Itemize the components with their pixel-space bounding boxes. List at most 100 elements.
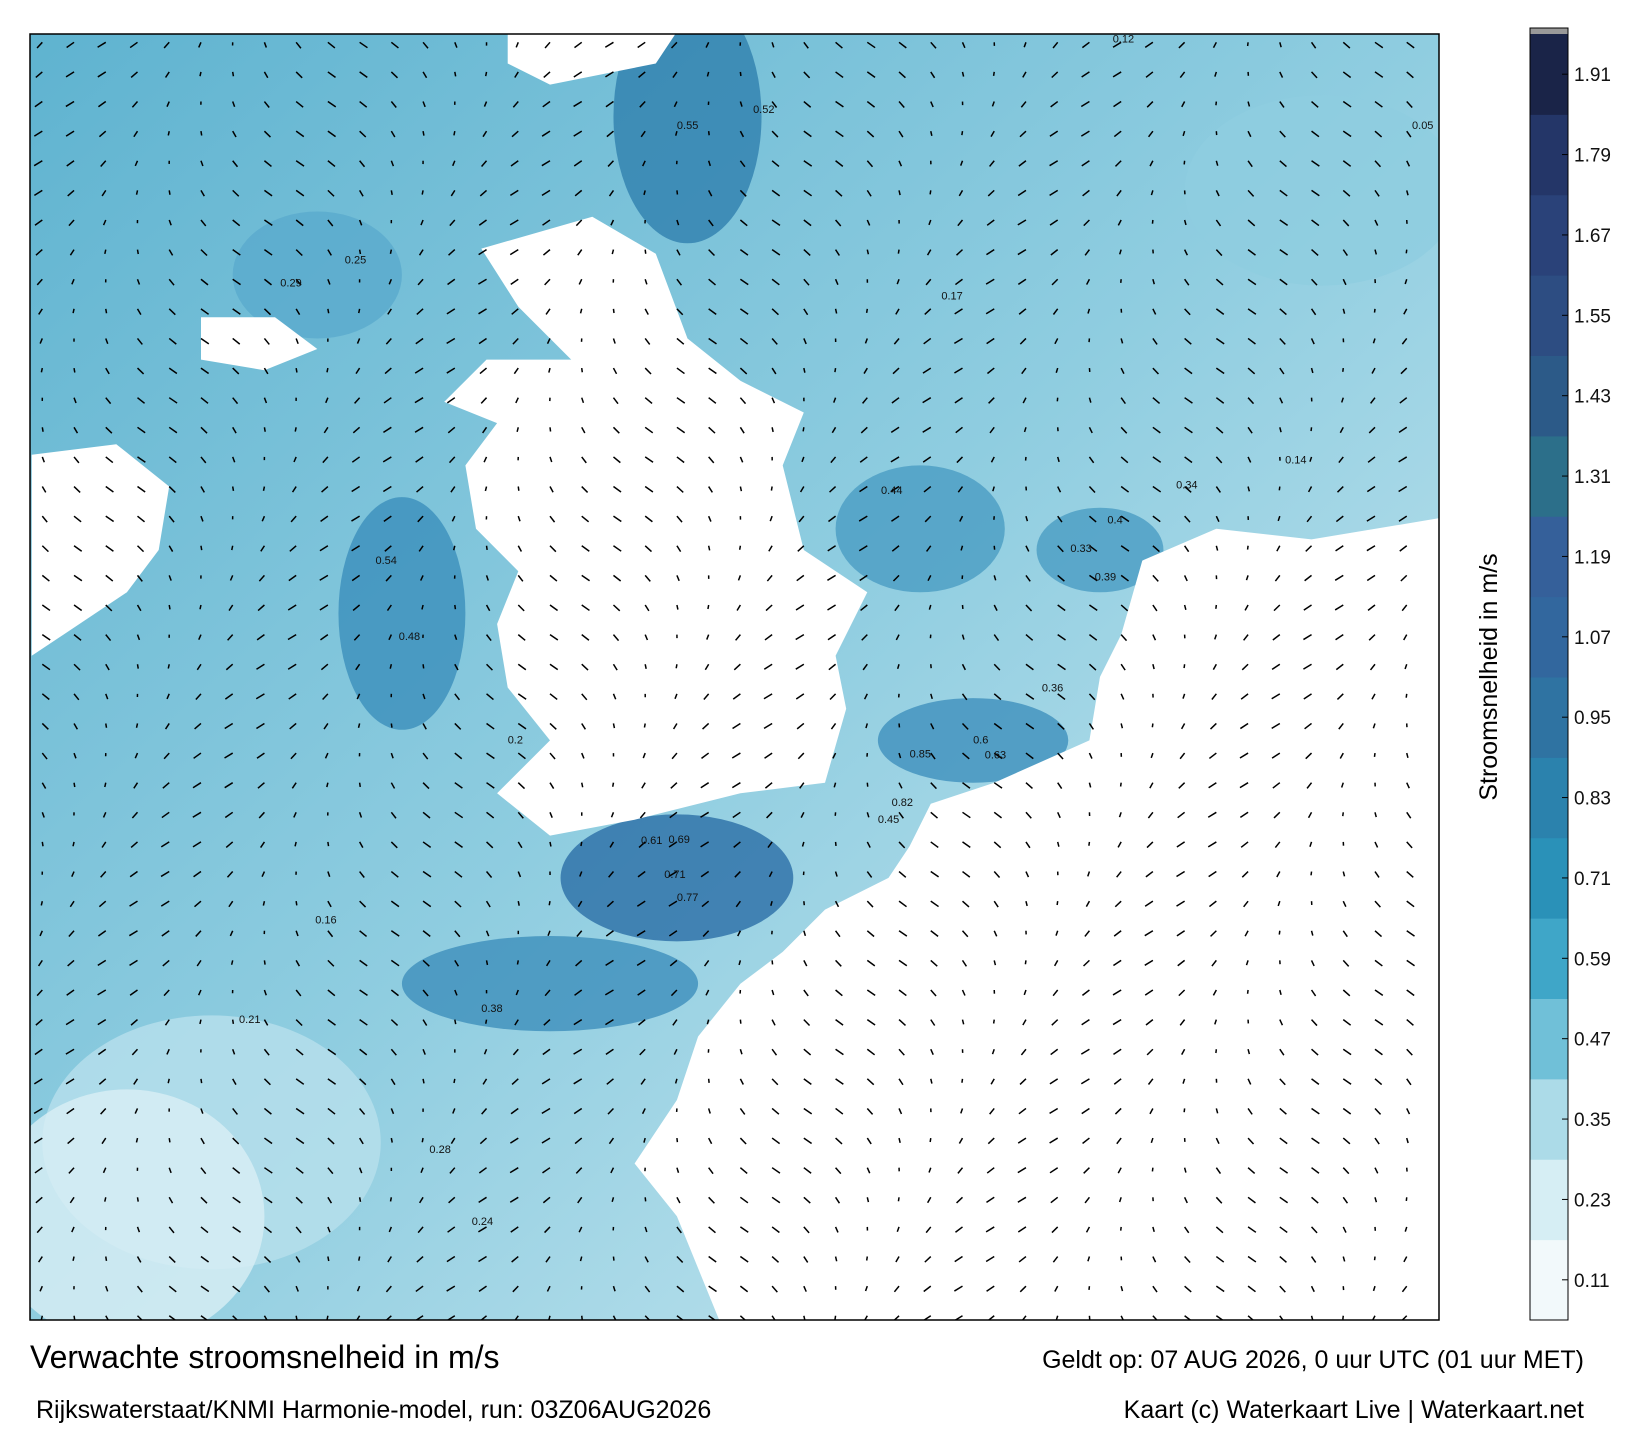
current-arrow bbox=[135, 723, 139, 728]
current-arrow bbox=[575, 959, 583, 967]
current-arrow bbox=[734, 871, 741, 878]
current-arrow bbox=[454, 870, 463, 878]
current-arrow bbox=[104, 249, 107, 255]
current-arrow bbox=[105, 456, 114, 464]
current-arrow bbox=[1245, 960, 1249, 966]
current-arrow bbox=[512, 337, 519, 345]
current-arrow bbox=[898, 841, 906, 849]
colorbar-band bbox=[1530, 1239, 1568, 1321]
current-arrow bbox=[1052, 41, 1059, 49]
current-arrow bbox=[674, 1078, 678, 1084]
current-arrow bbox=[670, 989, 678, 997]
current-arrow bbox=[1279, 1226, 1288, 1234]
current-arrow bbox=[1152, 426, 1161, 434]
current-arrow bbox=[295, 308, 301, 316]
colorbar-label: Stroomsnelheid in m/s bbox=[1475, 553, 1503, 800]
current-arrow bbox=[612, 456, 621, 464]
current-arrow bbox=[708, 456, 715, 464]
current-arrow bbox=[515, 397, 519, 404]
current-arrow bbox=[359, 959, 368, 967]
current-arrow bbox=[136, 1226, 141, 1233]
current-arrow bbox=[263, 249, 273, 256]
current-arrow bbox=[898, 1078, 904, 1086]
current-arrow bbox=[1276, 545, 1281, 552]
current-arrow bbox=[676, 515, 683, 523]
current-arrow bbox=[327, 41, 336, 49]
current-arrow bbox=[485, 900, 491, 908]
current-arrow bbox=[128, 930, 138, 937]
current-arrow bbox=[803, 338, 807, 345]
current-arrow bbox=[415, 456, 424, 463]
current-arrow bbox=[166, 1048, 170, 1055]
current-arrow bbox=[676, 1256, 684, 1263]
current-arrow bbox=[105, 634, 112, 642]
current-arrow bbox=[1310, 308, 1317, 316]
current-arrow bbox=[953, 1285, 963, 1292]
current-arrow bbox=[985, 278, 995, 285]
current-arrow bbox=[447, 426, 456, 434]
current-arrow bbox=[454, 722, 462, 730]
colorbar-band bbox=[1530, 355, 1568, 437]
current-arrow bbox=[65, 130, 75, 137]
current-arrow bbox=[1051, 278, 1059, 286]
current-arrow bbox=[544, 1226, 551, 1234]
current-arrow bbox=[1025, 515, 1029, 522]
current-arrow bbox=[1342, 871, 1346, 877]
current-arrow bbox=[41, 427, 44, 432]
current-arrow bbox=[930, 71, 936, 79]
current-arrow bbox=[896, 1226, 900, 1233]
current-arrow bbox=[232, 1078, 237, 1085]
current-arrow bbox=[481, 160, 488, 167]
current-arrow bbox=[1303, 693, 1312, 700]
current-arrow bbox=[422, 782, 430, 790]
current-arrow bbox=[1279, 1167, 1289, 1174]
current-arrow bbox=[196, 959, 202, 967]
current-arrow bbox=[130, 841, 138, 849]
current-arrow bbox=[390, 841, 398, 849]
current-arrow bbox=[803, 1137, 813, 1145]
current-arrow bbox=[612, 604, 621, 612]
current-arrow bbox=[263, 1107, 272, 1115]
current-arrow bbox=[960, 545, 964, 551]
current-arrow bbox=[1279, 278, 1288, 286]
current-arrow bbox=[702, 930, 710, 937]
current-arrow bbox=[986, 337, 995, 345]
current-arrow bbox=[1057, 633, 1066, 641]
current-arrow bbox=[732, 722, 741, 730]
current-arrow bbox=[1247, 101, 1251, 107]
current-arrow bbox=[803, 1078, 812, 1085]
current-arrow bbox=[327, 219, 334, 227]
current-arrow bbox=[544, 41, 551, 49]
current-arrow bbox=[448, 1196, 456, 1204]
current-arrow bbox=[263, 71, 269, 79]
colorbar-tick-label: 0.47 bbox=[1574, 1030, 1611, 1051]
current-arrow bbox=[640, 130, 646, 138]
current-arrow bbox=[327, 1019, 336, 1026]
current-arrow bbox=[834, 1256, 838, 1262]
current-arrow bbox=[1120, 604, 1129, 612]
current-arrow bbox=[448, 249, 456, 256]
current-arrow bbox=[541, 130, 551, 137]
current-arrow bbox=[1342, 1196, 1349, 1204]
current-arrow bbox=[105, 1315, 110, 1320]
current-arrow bbox=[1371, 1315, 1376, 1320]
current-arrow bbox=[33, 1137, 43, 1144]
current-arrow bbox=[733, 663, 741, 671]
current-arrow bbox=[708, 278, 716, 286]
speed-label: 0.4 bbox=[1107, 515, 1122, 527]
current-arrow bbox=[164, 71, 170, 78]
current-arrow bbox=[574, 189, 583, 197]
current-arrow bbox=[359, 900, 367, 908]
current-arrow bbox=[923, 337, 932, 345]
current-arrow bbox=[168, 367, 178, 375]
current-arrow bbox=[258, 811, 265, 819]
current-arrow bbox=[581, 634, 590, 641]
current-arrow bbox=[993, 575, 997, 581]
current-arrow bbox=[198, 42, 202, 48]
current-arrow bbox=[228, 900, 234, 908]
current-arrow bbox=[229, 930, 234, 937]
current-arrow bbox=[1023, 989, 1027, 996]
current-arrow bbox=[768, 545, 773, 552]
current-arrow bbox=[1018, 308, 1027, 315]
current-arrow bbox=[1374, 1137, 1380, 1145]
